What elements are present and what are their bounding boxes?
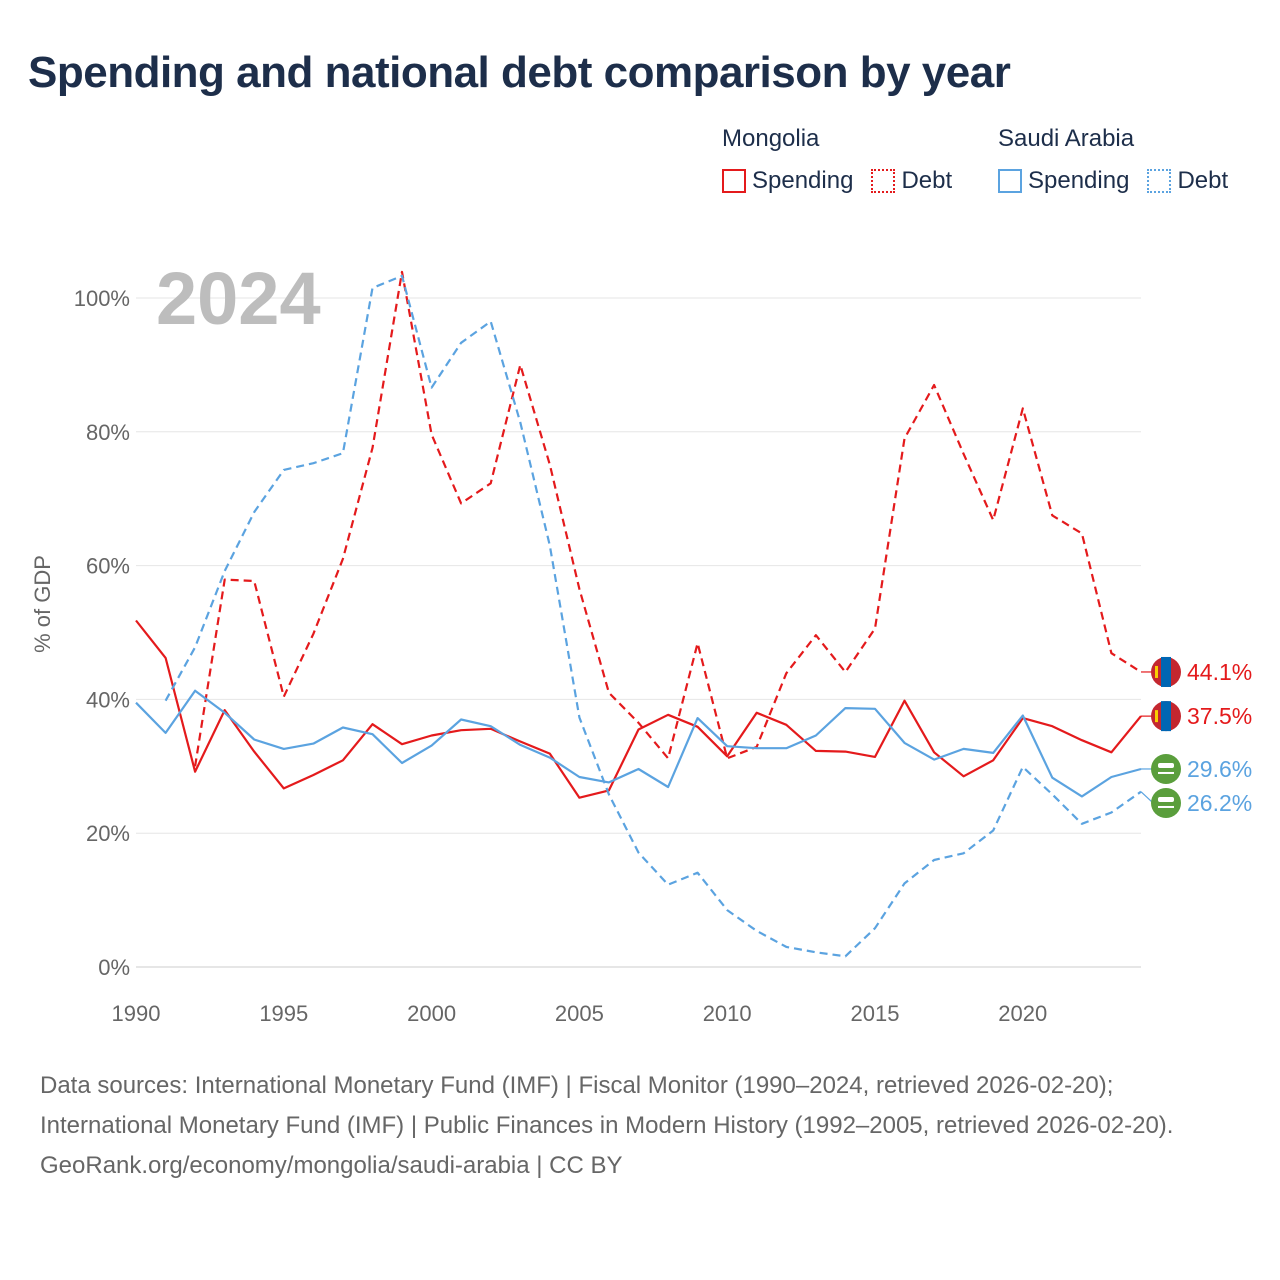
x-tick-label: 1990 <box>112 1001 161 1026</box>
label-connector <box>1140 791 1154 804</box>
series-line-mongolia-debt <box>194 270 1142 767</box>
saudi-flag-script <box>1158 796 1174 802</box>
saudi-flag-icon <box>1151 753 1181 784</box>
x-tick-label: 2010 <box>703 1001 752 1026</box>
x-tick-label: 2005 <box>555 1001 604 1026</box>
attribution-link[interactable]: GeoRank.org/economy/mongolia/saudi-arabi… <box>40 1152 623 1179</box>
x-tick-label: 1995 <box>259 1001 308 1026</box>
series-line-saudi-arabia-debt <box>164 274 1142 958</box>
mongolia-flag-stripe <box>1161 656 1171 687</box>
y-axis-label: % of GDP <box>30 555 55 653</box>
y-tick-label: 100% <box>74 286 130 311</box>
x-tick-label: 2000 <box>407 1001 456 1026</box>
y-tick-label: 0% <box>98 955 130 980</box>
mongolia-flag-stripe <box>1161 701 1171 732</box>
end-value-label: 37.5% <box>1187 703 1252 729</box>
end-value-label: 26.2% <box>1187 790 1252 816</box>
legend-item-mongolia-spending[interactable]: Spending <box>722 167 853 195</box>
mongolia-flag-soyombo <box>1155 665 1158 678</box>
data-sources-text: Data sources: International Monetary Fun… <box>40 1072 1174 1139</box>
y-tick-label: 20% <box>86 821 130 846</box>
x-tick-label: 2020 <box>998 1001 1047 1026</box>
saudi-flag-icon <box>1151 787 1181 818</box>
y-tick-label: 40% <box>86 687 130 712</box>
legend-group-saudi-arabia: Saudi Arabia Spending Debt <box>998 125 1246 195</box>
legend-label: Debt <box>1177 167 1229 194</box>
legend-label: Spending <box>752 167 854 194</box>
legend-item-saudi-spending[interactable]: Spending <box>998 167 1129 195</box>
end-value-label: 44.1% <box>1187 659 1252 685</box>
y-tick-label: 80% <box>86 420 130 445</box>
mongolia-flag-soyombo <box>1155 710 1158 723</box>
legend-swatch-dotted-red <box>871 169 896 193</box>
year-label: 2024 <box>156 257 321 340</box>
x-tick-label: 2015 <box>850 1001 899 1026</box>
legend-item-mongolia-debt[interactable]: Debt <box>871 167 952 195</box>
legend-swatch-dotted-blue <box>1147 169 1172 193</box>
legend-swatch-solid-red <box>722 169 746 193</box>
footer: Data sources: International Monetary Fun… <box>40 1066 1240 1186</box>
legend-label: Debt <box>901 167 953 194</box>
series-line-saudi-arabia-spending <box>135 689 1142 798</box>
legend-group-title-mongolia: Mongolia <box>722 125 820 152</box>
line-chart: 0% 20% 40% 60% 80% 100% 1990 1995 2000 2005 2010 20… <box>30 257 1252 1026</box>
legend-item-saudi-debt[interactable]: Debt <box>1147 167 1228 195</box>
y-tick-label: 60% <box>86 554 130 579</box>
legend-group-mongolia: Mongolia Spending Debt <box>722 125 970 195</box>
legend-label: Spending <box>1028 167 1130 194</box>
saudi-flag-script <box>1158 762 1174 768</box>
chart-title: Spending and national debt comparison by… <box>28 48 1011 97</box>
legend-group-title-saudi-arabia: Saudi Arabia <box>998 125 1135 152</box>
end-value-label: 29.6% <box>1187 756 1252 782</box>
series-line-mongolia-spending <box>135 619 1142 799</box>
legend-swatch-solid-blue <box>998 169 1022 193</box>
